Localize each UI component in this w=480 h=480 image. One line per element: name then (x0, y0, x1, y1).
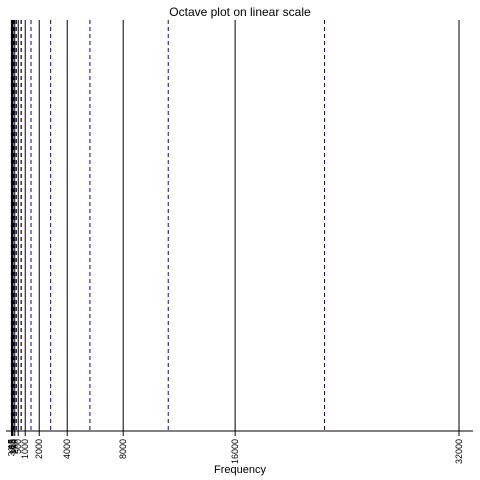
x-tick-label-3: 63 (7, 439, 17, 449)
x-tick-label-1: 16 (6, 439, 16, 449)
x-tick-label-2: 31.5 (7, 439, 17, 457)
x-axis-label: Frequency (214, 464, 266, 476)
x-tick-label-12: 32000 (454, 439, 464, 464)
vertical-lines-group (10, 20, 460, 431)
x-tick-label-6: 500 (13, 439, 23, 454)
x-tick-label-7: 1000 (20, 439, 30, 459)
chart-title: Octave plot on linear scale (169, 5, 311, 19)
x-tick-label-10: 8000 (118, 439, 128, 459)
x-tick-label-11: 16000 (230, 439, 240, 464)
x-tick-label-9: 4000 (62, 439, 72, 459)
x-tick-label-8: 2000 (34, 439, 44, 459)
x-tick-label-4: 125 (8, 439, 18, 454)
x-tick-label-5: 250 (10, 439, 20, 454)
